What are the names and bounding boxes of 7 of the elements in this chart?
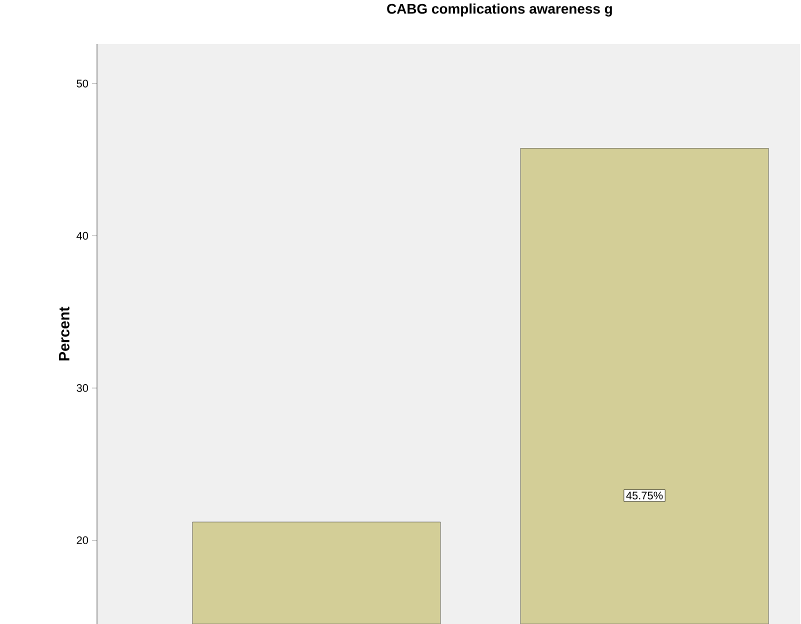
y-tick-label: 30 xyxy=(76,384,88,392)
y-tick-label: 50 xyxy=(76,80,88,88)
y-tick-label: 20 xyxy=(76,536,88,544)
data-label: 45.75% xyxy=(626,492,663,500)
chart-title: CABG complications awareness g xyxy=(387,4,612,17)
y-tick-label: 40 xyxy=(76,232,88,240)
y-axis-title: Percent xyxy=(59,306,70,360)
